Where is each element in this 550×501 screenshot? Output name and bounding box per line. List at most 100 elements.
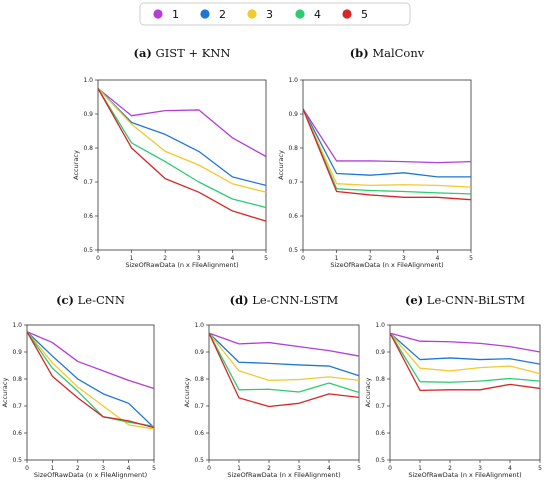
legend-marker-4 [295, 9, 305, 19]
x-tick-label: 2 [267, 465, 271, 472]
series-line-1 [26, 331, 155, 390]
x-tick-label: 2 [368, 255, 372, 262]
x-tick-label: 5 [357, 465, 361, 472]
legend-label-1: 1 [172, 8, 179, 21]
legend-marker-1 [153, 9, 163, 19]
y-tick-label: 0.8 [194, 376, 204, 383]
series-line-4 [97, 88, 267, 209]
x-tick-label: 2 [163, 255, 167, 262]
plot-frame [26, 324, 155, 461]
plot-frame [97, 79, 267, 251]
x-tick-label: 1 [237, 465, 241, 472]
series-line-5 [26, 331, 155, 429]
x-tick-label: 3 [297, 465, 301, 472]
x-tick-label: 0 [207, 465, 211, 472]
panel-title-text: Le-CNN-LSTM [249, 293, 339, 307]
y-tick-label: 0.7 [83, 179, 93, 186]
series-line-4 [302, 108, 472, 195]
y-tick-label: 1.0 [375, 322, 385, 329]
plot-frame [389, 324, 541, 461]
legend-marker-5 [342, 9, 352, 19]
series-line-1 [302, 108, 472, 164]
series-line-5 [97, 88, 267, 222]
x-tick-label: 5 [264, 255, 268, 262]
x-tick-label: 3 [478, 465, 482, 472]
series-line-3 [26, 331, 155, 430]
y-tick-label: 1.0 [288, 77, 298, 84]
y-tick-label: 0.7 [288, 179, 298, 186]
y-axis-label: Accuracy [72, 150, 80, 180]
panel-4: (d) Le-CNN-LSTM 0.5 0.6 0.7 0.8 0.9 1.0 0 1 2 3 4 5 S… [183, 293, 361, 479]
legend-label-4: 4 [314, 8, 321, 21]
y-tick-label: 0.5 [194, 457, 204, 464]
plot-frame [208, 324, 360, 461]
x-tick-label: 1 [335, 255, 339, 262]
y-tick-label: 0.8 [288, 145, 298, 152]
plot-frame [302, 79, 472, 251]
series-line-1 [389, 332, 541, 353]
series-line-4 [208, 332, 360, 394]
x-tick-label: 0 [301, 255, 305, 262]
series-line-3 [302, 108, 472, 188]
panel-title-prefix: (a) [134, 46, 152, 60]
y-tick-label: 1.0 [194, 322, 204, 329]
y-tick-label: 0.7 [12, 403, 22, 410]
y-tick-label: 0.6 [375, 430, 385, 437]
panel-5: (e) Le-CNN-BiLSTM 0.5 0.6 0.7 0.8 0.9 1.0 0 1 2 3 4… [364, 293, 542, 479]
legend: 1 2 3 4 5 [139, 2, 411, 26]
x-tick-label: 3 [101, 465, 105, 472]
x-axis-label: SizeOfRawData (n x FileAlignment) [34, 471, 147, 479]
series-line-2 [26, 331, 155, 429]
x-axis-label: SizeOfRawData (n x FileAlignment) [408, 471, 521, 479]
series-line-4 [26, 331, 155, 427]
y-tick-label: 0.8 [12, 376, 22, 383]
panel-title-text: Le-CNN-BiLSTM [423, 293, 525, 307]
panel-title-text: Le-CNN [74, 293, 125, 307]
y-axis-label: Accuracy [364, 378, 372, 408]
y-axis-label: Accuracy [183, 378, 191, 408]
chart-panels: (a) GIST + KNN 0.5 0.6 0.7 0.8 0.9 1.0 0 1 2 3 4 5 Si… [1, 46, 542, 479]
x-tick-label: 0 [25, 465, 29, 472]
series-line-1 [208, 332, 360, 357]
series-line-4 [389, 332, 541, 383]
x-tick-label: 4 [327, 465, 331, 472]
panel-2: (b) MalConv 0.5 0.6 0.7 0.8 0.9 1.0 0 1 2 3 4 5 SizeO… [277, 46, 473, 269]
series-line-2 [208, 332, 360, 377]
panel-title: (d) Le-CNN-LSTM [230, 293, 339, 307]
legend-box [139, 2, 411, 26]
y-tick-label: 0.6 [194, 430, 204, 437]
y-tick-label: 0.7 [194, 403, 204, 410]
panel-title-prefix: (c) [56, 293, 74, 307]
panel-title-text: MalConv [369, 46, 425, 60]
x-tick-label: 4 [508, 465, 512, 472]
y-tick-label: 1.0 [83, 77, 93, 84]
y-tick-label: 0.5 [375, 457, 385, 464]
x-tick-label: 4 [230, 255, 234, 262]
y-tick-label: 0.8 [83, 145, 93, 152]
series-line-5 [389, 332, 541, 391]
panel-title-prefix: (d) [230, 293, 249, 307]
x-tick-label: 5 [538, 465, 542, 472]
x-axis-label: SizeOfRawData (n x FileAlignment) [330, 261, 443, 269]
y-tick-label: 0.6 [288, 213, 298, 220]
y-tick-label: 0.7 [375, 403, 385, 410]
y-tick-label: 0.6 [12, 430, 22, 437]
y-tick-label: 0.9 [288, 111, 298, 118]
y-tick-label: 0.9 [83, 111, 93, 118]
panel-title: (c) Le-CNN [56, 293, 125, 307]
panel-title: (a) GIST + KNN [134, 46, 231, 60]
series-line-3 [208, 332, 360, 382]
legend-marker-2 [200, 9, 210, 19]
y-tick-label: 0.9 [375, 349, 385, 356]
legend-label-3: 3 [266, 8, 273, 21]
panel-title-prefix: (e) [405, 293, 423, 307]
x-tick-label: 4 [127, 465, 131, 472]
panel-3: (c) Le-CNN 0.5 0.6 0.7 0.8 0.9 1.0 0 1 2 3 4 5 SizeOf… [1, 293, 156, 479]
y-tick-label: 0.8 [375, 376, 385, 383]
x-tick-label: 4 [435, 255, 439, 262]
x-axis-label: SizeOfRawData (n x FileAlignment) [227, 471, 340, 479]
series-line-5 [208, 332, 360, 408]
series-line-5 [302, 108, 472, 201]
y-tick-label: 0.6 [83, 213, 93, 220]
